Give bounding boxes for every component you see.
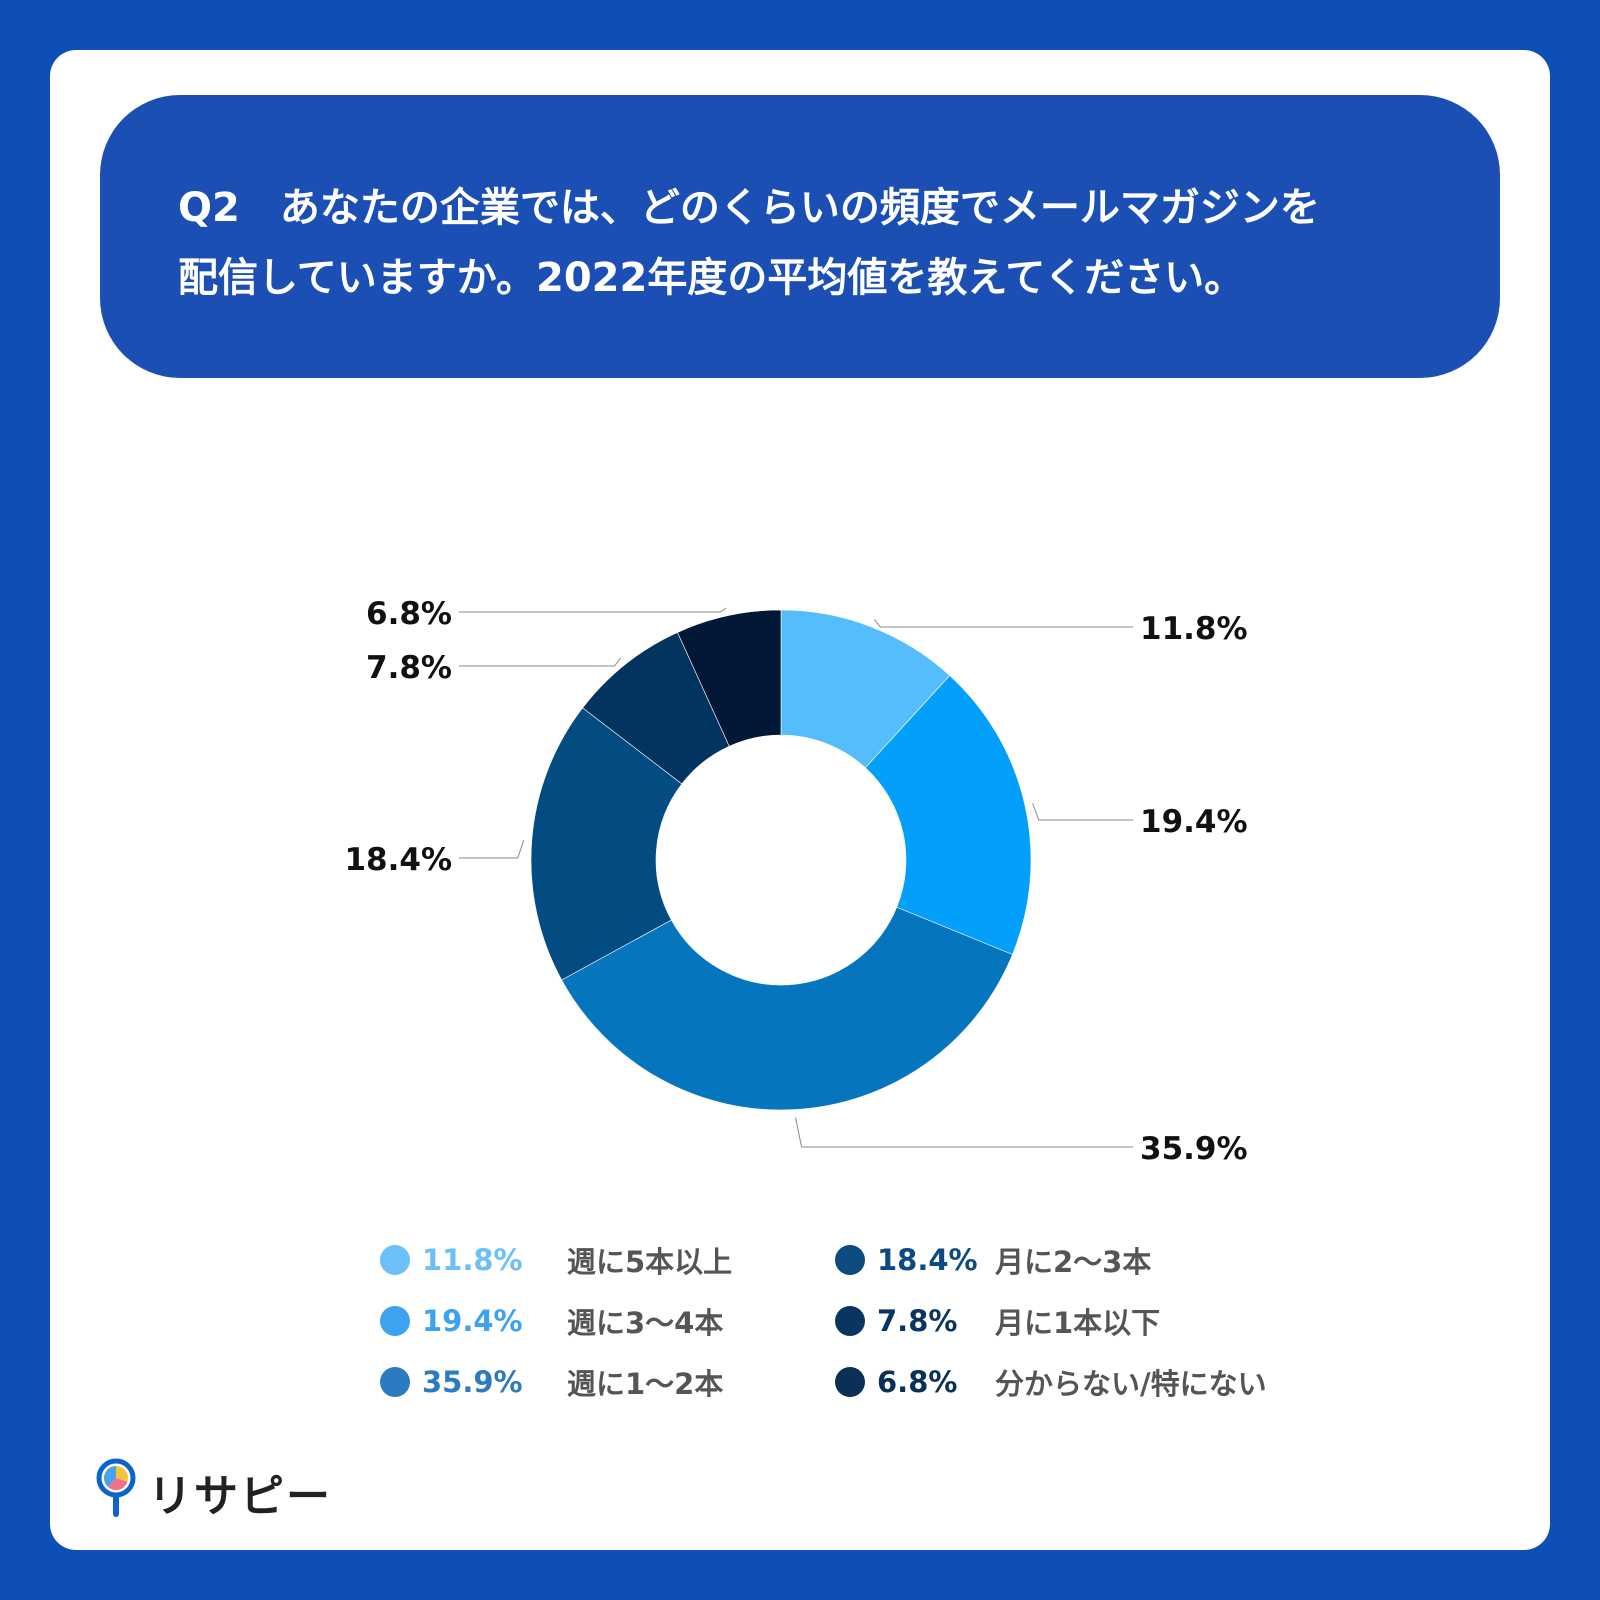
legend-value: 35.9% bbox=[422, 1365, 523, 1399]
legend-item-weekly-5: 11.8% 週に5本以上 bbox=[380, 1240, 732, 1280]
legend-value: 6.8% bbox=[877, 1365, 958, 1399]
legend-label: 週に1～2本 bbox=[567, 1367, 724, 1401]
legend-item-unknown: 6.8% 分からない/特にない bbox=[835, 1362, 1267, 1402]
legend-label: 週に5本以上 bbox=[567, 1245, 733, 1279]
legend-value: 18.4% bbox=[877, 1243, 978, 1277]
legend-dot bbox=[835, 1245, 865, 1275]
slice-unknown bbox=[677, 609, 782, 747]
legend-label: 月に1本以下 bbox=[995, 1306, 1161, 1340]
leader-line-weekly-3-4 bbox=[1032, 803, 1133, 821]
legend-dot bbox=[380, 1306, 410, 1336]
legend-value: 7.8% bbox=[877, 1304, 958, 1338]
legend-label: 週に3～4本 bbox=[567, 1306, 724, 1340]
question-banner: Q2 あなたの企業では、どのくらいの頻度でメールマガジンを 配信していますか。2… bbox=[100, 95, 1500, 378]
leader-lines bbox=[459, 607, 1133, 1148]
slice-weekly-1-2 bbox=[561, 906, 1013, 1111]
legend-label: 月に2～3本 bbox=[995, 1245, 1152, 1279]
legend-item-weekly-1-2: 35.9% 週に1～2本 bbox=[380, 1362, 723, 1402]
logo-text: リサピー bbox=[148, 1471, 332, 1522]
legend-value: 19.4% bbox=[422, 1304, 523, 1338]
leader-line-monthly-1 bbox=[459, 657, 621, 667]
legend-item-weekly-3-4: 19.4% 週に3～4本 bbox=[380, 1301, 723, 1341]
leader-line-monthly-2-3 bbox=[459, 840, 525, 859]
data-labels: 11.8% 19.4% 35.9% 18.4% 7.8% 6.8% bbox=[344, 596, 1247, 1167]
slice-weekly-3-4 bbox=[864, 675, 1032, 955]
question-line-1: Q2 あなたの企業では、どのくらいの頻度でメールマガジンを bbox=[178, 185, 1320, 231]
data-label-weekly-1-2: 35.9% bbox=[1140, 1131, 1248, 1167]
legend-label: 分からない/特にない bbox=[995, 1367, 1267, 1401]
leader-line-weekly-5 bbox=[873, 619, 1133, 628]
legend-dot bbox=[835, 1367, 865, 1397]
slice-monthly-2-3 bbox=[530, 707, 683, 981]
legend-item-monthly-2-3: 18.4% 月に2～3本 bbox=[835, 1240, 1151, 1280]
legend-value: 11.8% bbox=[422, 1243, 523, 1277]
data-label-weekly-3-4: 19.4% bbox=[1140, 804, 1248, 840]
data-label-unknown: 6.8% bbox=[366, 596, 452, 632]
data-label-weekly-5: 11.8% bbox=[1140, 611, 1248, 647]
data-label-monthly-2-3: 18.4% bbox=[344, 842, 452, 878]
donut-slices bbox=[530, 609, 1032, 1111]
legend-dot bbox=[380, 1367, 410, 1397]
brand-logo: リサピー bbox=[96, 1458, 332, 1526]
magnifier-pie-icon bbox=[96, 1458, 136, 1517]
question-text: Q2 あなたの企業では、どのくらいの頻度でメールマガジンを 配信していますか。2… bbox=[178, 173, 1438, 313]
legend-dot bbox=[835, 1306, 865, 1336]
legend-item-monthly-1: 7.8% 月に1本以下 bbox=[835, 1301, 1160, 1341]
question-line-2: 配信していますか。2022年度の平均値を教えてください。 bbox=[178, 255, 1245, 301]
slice-weekly-5 bbox=[780, 609, 951, 769]
legend-dot bbox=[380, 1245, 410, 1275]
leader-line-unknown bbox=[459, 607, 727, 613]
data-label-monthly-1: 7.8% bbox=[366, 650, 452, 686]
leader-line-weekly-1-2 bbox=[795, 1117, 1133, 1148]
